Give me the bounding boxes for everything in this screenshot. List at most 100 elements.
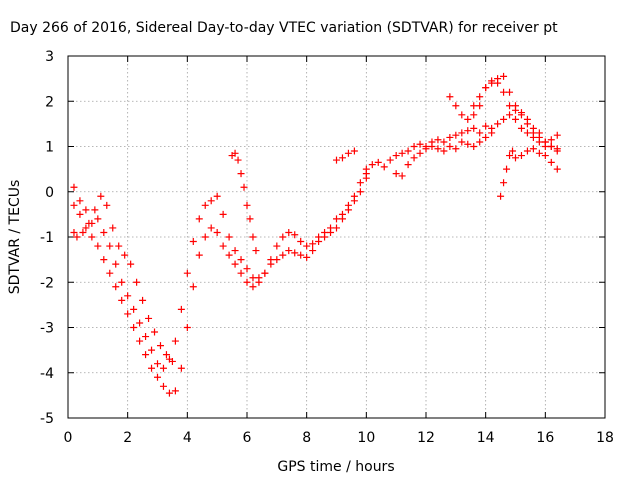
- data-point: [112, 283, 120, 291]
- data-point: [362, 174, 370, 182]
- data-point: [428, 143, 436, 150]
- data-point: [159, 382, 167, 390]
- data-point: [291, 231, 299, 239]
- data-point: [106, 242, 114, 250]
- data-point: [321, 233, 329, 241]
- x-tick-label: 14: [477, 430, 495, 446]
- data-point: [452, 145, 460, 153]
- data-point: [237, 170, 245, 178]
- data-point: [94, 242, 102, 250]
- data-point: [458, 111, 466, 119]
- data-point: [509, 147, 517, 155]
- data-point: [171, 337, 179, 345]
- data-point: [517, 152, 525, 160]
- data-point: [213, 192, 221, 200]
- y-tick-label: -1: [40, 230, 54, 246]
- data-point: [156, 342, 164, 350]
- data-point: [261, 269, 269, 277]
- data-point: [374, 158, 382, 166]
- data-point: [97, 192, 105, 200]
- data-point: [541, 138, 549, 146]
- data-point: [189, 283, 197, 291]
- data-point: [446, 133, 454, 141]
- data-point: [106, 269, 114, 277]
- data-point: [362, 165, 370, 173]
- data-point: [201, 201, 209, 209]
- y-tick-label: 3: [45, 49, 54, 65]
- data-point: [82, 206, 90, 214]
- data-point: [70, 201, 78, 209]
- data-point: [237, 269, 245, 277]
- data-point: [523, 147, 531, 155]
- data-point: [503, 165, 511, 173]
- data-point: [291, 249, 299, 257]
- data-point: [416, 149, 424, 157]
- data-point: [249, 233, 257, 241]
- x-tick-label: 10: [357, 430, 375, 446]
- x-tick-label: 16: [536, 430, 554, 446]
- data-point: [553, 131, 561, 139]
- data-point: [458, 129, 466, 137]
- data-point: [440, 138, 448, 146]
- data-point: [154, 373, 161, 381]
- data-point: [70, 183, 78, 191]
- data-point: [470, 143, 478, 150]
- data-point: [151, 328, 159, 336]
- data-point: [338, 154, 346, 162]
- data-point: [541, 152, 549, 160]
- data-point: [309, 247, 317, 255]
- data-point: [195, 215, 203, 223]
- data-point: [112, 260, 120, 268]
- data-point: [82, 224, 90, 232]
- data-point: [482, 133, 490, 141]
- data-point: [148, 346, 156, 354]
- data-series: [70, 174, 370, 397]
- data-point: [500, 72, 508, 80]
- data-point: [356, 188, 364, 196]
- data-point: [386, 156, 394, 164]
- data-point: [148, 364, 156, 372]
- data-point: [529, 129, 537, 137]
- data-point: [344, 149, 352, 157]
- data-point: [285, 247, 293, 255]
- y-tick-label: 0: [45, 185, 54, 201]
- data-point: [237, 256, 245, 264]
- data-point: [422, 145, 430, 153]
- data-point: [118, 278, 126, 286]
- data-point: [356, 179, 364, 187]
- data-point: [201, 233, 209, 241]
- data-series: [470, 72, 561, 155]
- data-point: [249, 283, 257, 291]
- data-point: [118, 296, 126, 304]
- data-point: [219, 210, 227, 218]
- data-point: [73, 233, 81, 241]
- data-point: [440, 147, 448, 155]
- data-point: [213, 228, 221, 236]
- data-point: [482, 122, 490, 130]
- data-point: [404, 161, 412, 169]
- data-series: [70, 192, 176, 365]
- data-point: [350, 147, 358, 155]
- data-point: [207, 224, 215, 232]
- x-tick-label: 12: [417, 430, 435, 446]
- data-point: [243, 201, 251, 209]
- data-point: [225, 251, 233, 259]
- data-point: [243, 265, 251, 273]
- data-point: [464, 127, 472, 135]
- data-point: [309, 240, 317, 248]
- data-point: [523, 129, 531, 137]
- data-point: [88, 233, 96, 241]
- data-point: [246, 215, 254, 223]
- data-point: [189, 238, 197, 246]
- data-point: [470, 102, 478, 110]
- data-point: [547, 136, 555, 144]
- data-point: [500, 88, 508, 96]
- data-point: [168, 357, 176, 365]
- data-point: [476, 138, 484, 146]
- x-tick-label: 18: [596, 430, 614, 446]
- data-point: [470, 111, 478, 119]
- data-point: [512, 154, 519, 162]
- data-series: [392, 129, 496, 180]
- data-point: [506, 152, 514, 160]
- data-point: [103, 201, 111, 209]
